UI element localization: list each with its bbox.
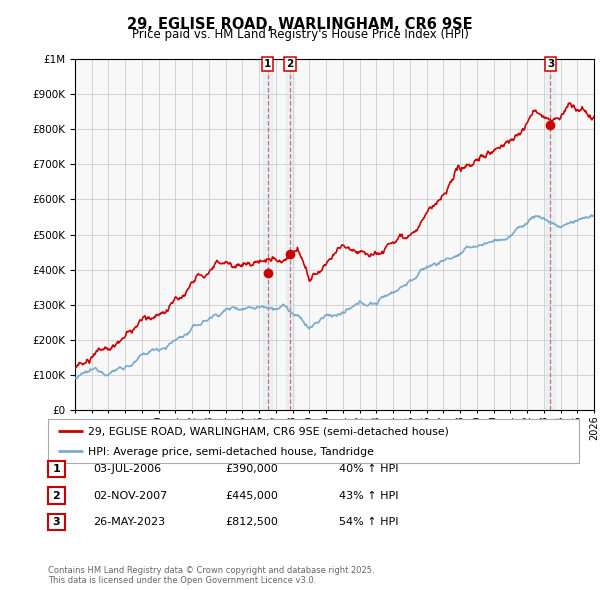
Text: Contains HM Land Registry data © Crown copyright and database right 2025.
This d: Contains HM Land Registry data © Crown c… bbox=[48, 566, 374, 585]
Text: 3: 3 bbox=[547, 59, 554, 69]
Bar bbox=[263, 59, 272, 410]
Text: 1: 1 bbox=[53, 464, 60, 474]
Text: Price paid vs. HM Land Registry's House Price Index (HPI): Price paid vs. HM Land Registry's House … bbox=[131, 28, 469, 41]
Text: 29, EGLISE ROAD, WARLINGHAM, CR6 9SE (semi-detached house): 29, EGLISE ROAD, WARLINGHAM, CR6 9SE (se… bbox=[88, 427, 449, 436]
Text: 2: 2 bbox=[286, 59, 293, 69]
Text: 1: 1 bbox=[264, 59, 271, 69]
Text: £390,000: £390,000 bbox=[225, 464, 278, 474]
Text: 3: 3 bbox=[53, 517, 60, 527]
Bar bbox=[286, 59, 294, 410]
Text: 40% ↑ HPI: 40% ↑ HPI bbox=[339, 464, 398, 474]
Text: 54% ↑ HPI: 54% ↑ HPI bbox=[339, 517, 398, 527]
Text: £812,500: £812,500 bbox=[225, 517, 278, 527]
Text: 03-JUL-2006: 03-JUL-2006 bbox=[93, 464, 161, 474]
Text: 29, EGLISE ROAD, WARLINGHAM, CR6 9SE: 29, EGLISE ROAD, WARLINGHAM, CR6 9SE bbox=[127, 17, 473, 31]
Text: 2: 2 bbox=[53, 491, 60, 500]
Text: 26-MAY-2023: 26-MAY-2023 bbox=[93, 517, 165, 527]
Text: HPI: Average price, semi-detached house, Tandridge: HPI: Average price, semi-detached house,… bbox=[88, 447, 374, 457]
Text: £445,000: £445,000 bbox=[225, 491, 278, 500]
Text: 02-NOV-2007: 02-NOV-2007 bbox=[93, 491, 167, 500]
Bar bbox=[546, 59, 554, 410]
Text: 43% ↑ HPI: 43% ↑ HPI bbox=[339, 491, 398, 500]
